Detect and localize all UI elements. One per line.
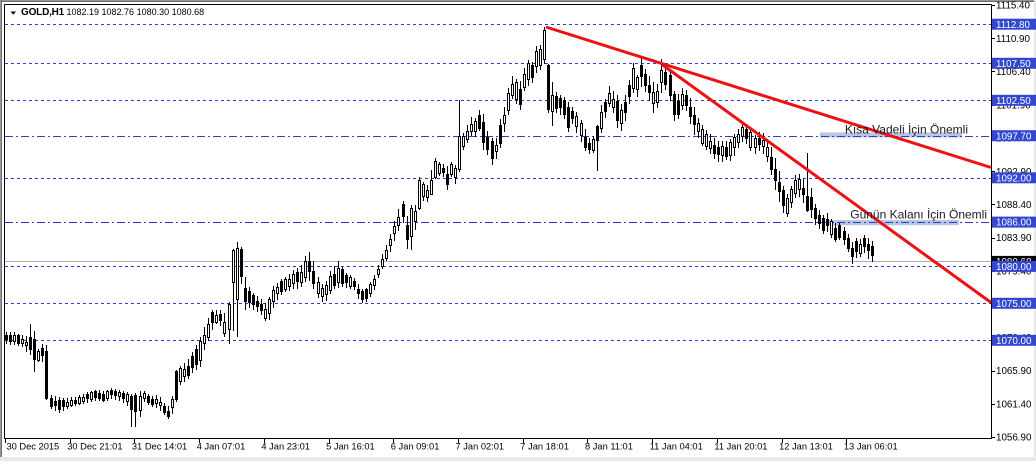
svg-text:1086.00: 1086.00 xyxy=(996,218,1032,229)
svg-text:30 Dec 2015: 30 Dec 2015 xyxy=(7,442,60,452)
svg-text:1056.90: 1056.90 xyxy=(996,433,1032,444)
svg-text:7 Jan 02:01: 7 Jan 02:01 xyxy=(456,442,505,452)
svg-text:6 Jan 09:01: 6 Jan 09:01 xyxy=(391,442,440,452)
svg-text:8 Jan 11:01: 8 Jan 11:01 xyxy=(585,442,633,452)
svg-text:GOLD,H1: GOLD,H1 xyxy=(21,7,65,18)
svg-text:12 Jan 13:01: 12 Jan 13:01 xyxy=(779,442,833,452)
svg-text:1083.90: 1083.90 xyxy=(996,233,1032,244)
svg-text:1112.80: 1112.80 xyxy=(996,20,1031,31)
svg-text:11 Jan 20:01: 11 Jan 20:01 xyxy=(714,442,767,452)
svg-text:1070.00: 1070.00 xyxy=(996,336,1032,347)
svg-text:1110.90: 1110.90 xyxy=(996,34,1031,45)
svg-text:30 Dec 21:01: 30 Dec 21:01 xyxy=(67,442,122,452)
svg-text:1097.70: 1097.70 xyxy=(996,131,1032,142)
svg-text:1080.00: 1080.00 xyxy=(996,262,1032,273)
svg-text:1115.40: 1115.40 xyxy=(996,1,1031,12)
svg-text:11 Jan 04:01: 11 Jan 04:01 xyxy=(650,442,703,452)
svg-text:4 Jan 23:01: 4 Jan 23:01 xyxy=(261,442,310,452)
svg-text:Kısa Vadeli İçin Önemli: Kısa Vadeli İçin Önemli xyxy=(845,123,968,137)
svg-text:Günün Kalanı İçin Önemli: Günün Kalanı İçin Önemli xyxy=(850,208,987,222)
svg-text:1075.00: 1075.00 xyxy=(996,299,1032,310)
svg-text:31 Dec 14:01: 31 Dec 14:01 xyxy=(132,442,187,452)
svg-text:1106.40: 1106.40 xyxy=(996,67,1031,78)
svg-text:1088.40: 1088.40 xyxy=(996,200,1032,211)
svg-text:13 Jan 06:01: 13 Jan 06:01 xyxy=(844,442,898,452)
svg-text:1061.40: 1061.40 xyxy=(996,399,1032,410)
svg-text:1092.00: 1092.00 xyxy=(996,173,1032,184)
svg-text:7 Jan 18:01: 7 Jan 18:01 xyxy=(520,442,569,452)
svg-text:1082.19 1082.76 1080.30 1080.6: 1082.19 1082.76 1080.30 1080.68 xyxy=(67,7,205,17)
svg-text:5 Jan 16:01: 5 Jan 16:01 xyxy=(326,442,375,452)
svg-text:1065.90: 1065.90 xyxy=(996,366,1032,377)
svg-text:1102.50: 1102.50 xyxy=(996,96,1031,107)
svg-text:4 Jan 07:01: 4 Jan 07:01 xyxy=(197,442,246,452)
svg-text:1107.50: 1107.50 xyxy=(996,59,1031,70)
